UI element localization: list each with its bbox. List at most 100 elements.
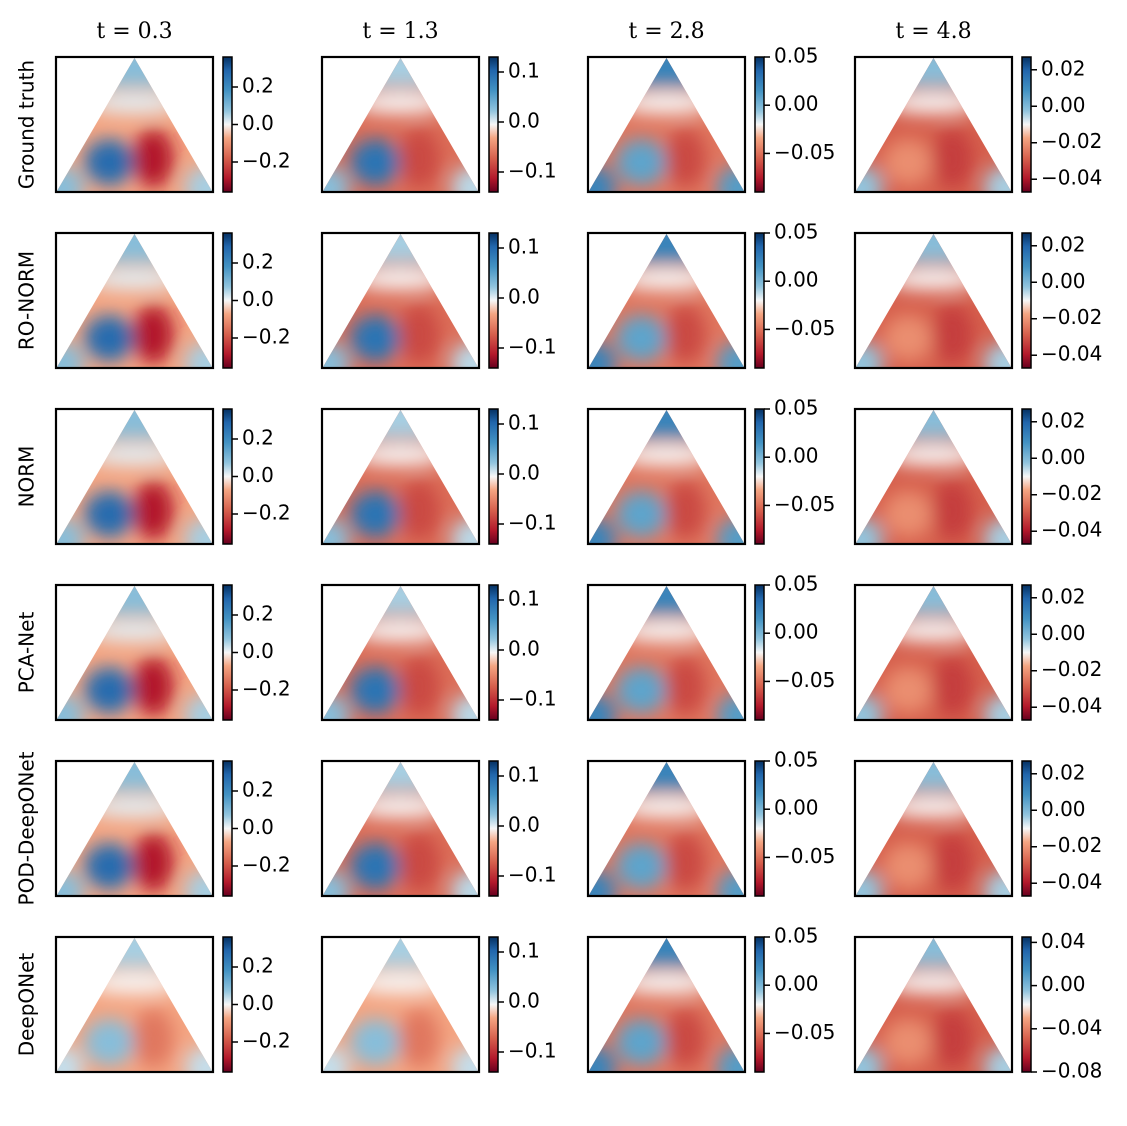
colorbar-tick-label: 0.0: [508, 637, 540, 661]
colorbar-tick-label: −0.05: [774, 1020, 835, 1044]
colorbar: [223, 409, 232, 544]
colorbar-tick-label: 0.00: [1041, 797, 1086, 821]
field-heatmap: [57, 586, 212, 719]
axes-frame: [586, 407, 747, 546]
colorbar-tick-label: 0.00: [774, 972, 819, 996]
panel: 0.05 0.00 −0.05: [586, 572, 835, 722]
colorbar-tick-label: 0.05: [774, 44, 819, 68]
axes-frame: [54, 759, 215, 898]
colorbar-tick-label: −0.1: [508, 863, 557, 887]
axes-frame: [320, 231, 481, 370]
panel: 0.05 0.00 −0.05: [586, 44, 835, 194]
colorbar-tick-label: −0.04: [1041, 694, 1102, 718]
colorbar-tick-label: 0.05: [774, 924, 819, 948]
colorbar-tick-label: −0.05: [774, 140, 835, 164]
colorbar-tick-label: 0.0: [242, 111, 274, 135]
colorbar: [755, 761, 764, 896]
colorbar-tick-label: −0.1: [508, 335, 557, 359]
colorbar-tick-label: 0.00: [774, 268, 819, 292]
colorbar: [755, 409, 764, 544]
colorbar: [755, 585, 764, 720]
axes-frame: [54, 231, 215, 370]
colorbar-tick-label: −0.1: [508, 1039, 557, 1063]
field-heatmap: [856, 938, 1011, 1071]
axes-frame: [586, 583, 747, 722]
colorbar-tick-label: −0.05: [774, 492, 835, 516]
panel: 0.02 0.00 −0.02 −0.04: [853, 55, 1102, 194]
colorbar-tick-label: −0.05: [774, 844, 835, 868]
colorbar-tick-label: 0.1: [508, 411, 540, 435]
colorbar-tick-label: 0.1: [508, 59, 540, 83]
colorbar-tick-label: −0.1: [508, 687, 557, 711]
colorbar: [223, 57, 232, 192]
panel: 0.02 0.00 −0.02 −0.04: [853, 759, 1102, 898]
field-heatmap: [856, 762, 1011, 895]
panel: 0.1 0.0 −0.1: [320, 55, 557, 194]
axes-frame: [54, 55, 215, 194]
colorbar-tick-label: 0.02: [1041, 760, 1086, 784]
colorbar: [1022, 761, 1031, 896]
field-heatmap: [57, 410, 212, 543]
axes-frame: [586, 55, 747, 194]
colorbar-tick-label: 0.05: [774, 396, 819, 420]
axes-frame: [586, 231, 747, 370]
colorbar-tick-label: 0.1: [508, 587, 540, 611]
field-heatmap: [323, 410, 478, 543]
panel: 0.1 0.0 −0.1: [320, 759, 557, 898]
colorbar-tick-label: 0.2: [242, 778, 274, 802]
row-label: PCA-Net: [15, 612, 39, 694]
colorbar-tick-label: 0.02: [1041, 584, 1086, 608]
colorbar: [1022, 233, 1031, 368]
field-heatmap: [589, 762, 744, 895]
column-title: t = 0.3: [96, 19, 172, 44]
panel: 0.02 0.00 −0.02 −0.04: [853, 583, 1102, 722]
colorbar-tick-label: 0.0: [508, 461, 540, 485]
colorbar-tick-label: 0.0: [508, 989, 540, 1013]
colorbar-tick-label: 0.00: [774, 796, 819, 820]
panel: 0.2 0.0 −0.2: [54, 759, 291, 898]
panel: 0.05 0.00 −0.05: [586, 220, 835, 370]
colorbar: [223, 233, 232, 368]
panel: 0.05 0.00 −0.05: [586, 924, 835, 1074]
axes-frame: [853, 759, 1014, 898]
colorbar-tick-label: −0.2: [242, 1029, 291, 1053]
colorbar-tick-label: 0.2: [242, 602, 274, 626]
panel: 0.05 0.00 −0.05: [586, 396, 835, 546]
panel: 0.1 0.0 −0.1: [320, 231, 557, 370]
field-heatmap: [323, 938, 478, 1071]
colorbar-tick-label: 0.0: [508, 813, 540, 837]
axes-frame: [54, 407, 215, 546]
axes-frame: [853, 583, 1014, 722]
colorbar-tick-label: 0.00: [774, 92, 819, 116]
colorbar-tick-label: 0.0: [242, 463, 274, 487]
column-title: t = 2.8: [628, 19, 704, 44]
colorbar-tick-label: 0.00: [1041, 972, 1086, 996]
axes-frame: [320, 407, 481, 546]
axes-frame: [54, 935, 215, 1074]
colorbar-tick-label: −0.04: [1041, 166, 1102, 190]
colorbar-tick-label: −0.1: [508, 159, 557, 183]
colorbar-tick-label: −0.2: [242, 677, 291, 701]
colorbar-tick-label: 0.02: [1041, 408, 1086, 432]
row-label: POD-DeepONet: [15, 751, 39, 905]
column-title: t = 4.8: [895, 19, 971, 44]
colorbar-tick-label: 0.02: [1041, 232, 1086, 256]
colorbar: [755, 937, 764, 1072]
colorbar-tick-label: 0.0: [508, 285, 540, 309]
axes-frame: [853, 935, 1014, 1074]
axes-frame: [320, 55, 481, 194]
row-label: NORM: [15, 446, 39, 508]
panel: 0.2 0.0 −0.2: [54, 407, 291, 546]
colorbar: [755, 233, 764, 368]
axes-frame: [853, 231, 1014, 370]
panel: 0.2 0.0 −0.2: [54, 583, 291, 722]
colorbar-tick-label: −0.1: [508, 511, 557, 535]
panel: 0.1 0.0 −0.1: [320, 583, 557, 722]
row-label: RO-NORM: [15, 251, 39, 350]
colorbar-tick-label: −0.02: [1041, 129, 1102, 153]
colorbar-tick-label: 0.05: [774, 748, 819, 772]
panel: 0.2 0.0 −0.2: [54, 231, 291, 370]
colorbar-tick-label: −0.02: [1041, 305, 1102, 329]
panel: 0.02 0.00 −0.02 −0.04: [853, 231, 1102, 370]
field-heatmap: [57, 938, 212, 1071]
